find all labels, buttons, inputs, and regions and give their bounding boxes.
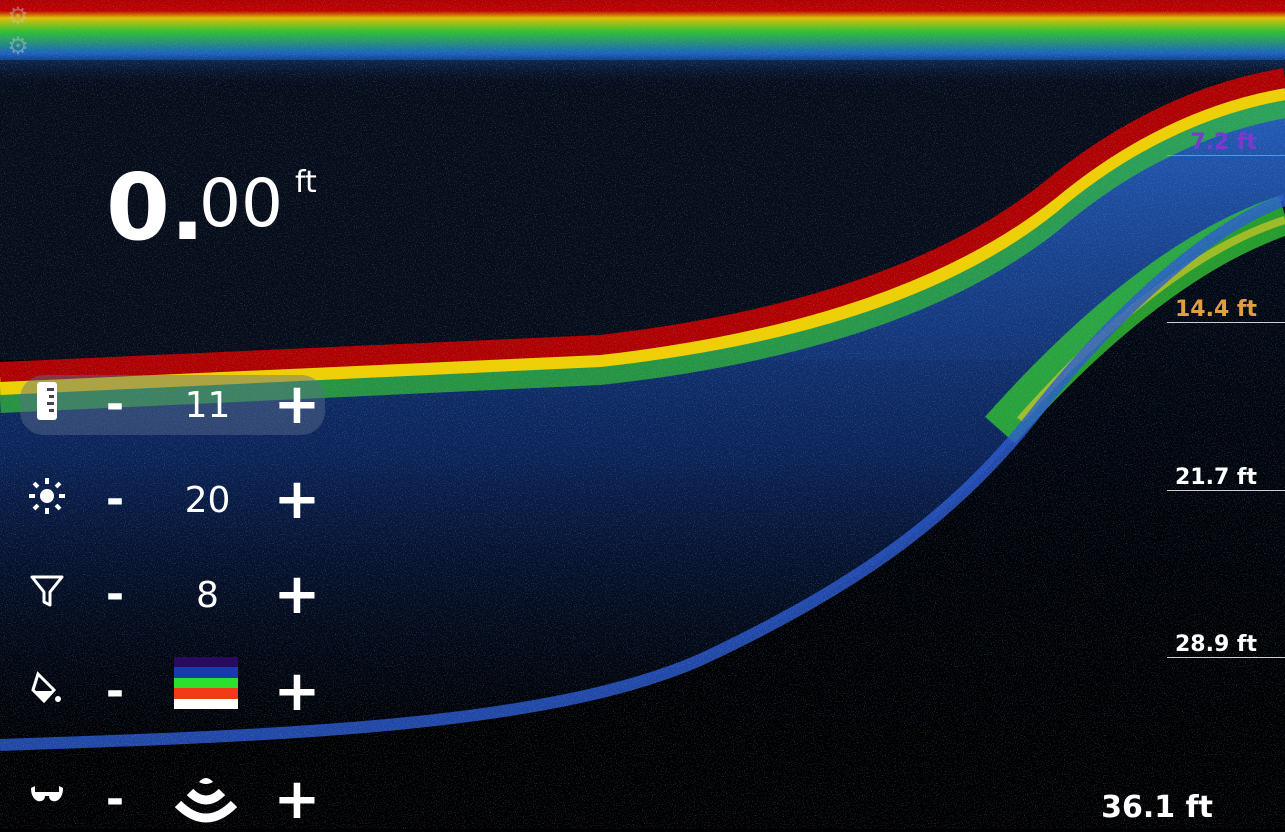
palette-band	[174, 657, 238, 668]
palette-increase-button[interactable]: +	[273, 659, 321, 724]
depth-scale-label: 21.7 ft	[1167, 465, 1285, 491]
settings-gear-icon[interactable]: ⚙	[7, 32, 29, 60]
depth-scale-label: 14.4 ft	[1167, 297, 1285, 323]
gain-control: - 20 +	[20, 470, 325, 530]
noise-filter-control: - 8 +	[20, 565, 325, 625]
view-increase-button[interactable]: +	[273, 767, 321, 832]
palette-decrease-button[interactable]: -	[105, 666, 125, 717]
range-decrease-button[interactable]: -	[105, 379, 125, 430]
gain-value: 20	[184, 479, 231, 521]
ruler-icon	[20, 381, 74, 429]
filter-value: 8	[196, 574, 219, 616]
depth-readout: 0. 00 ft	[106, 158, 317, 258]
gain-increase-button[interactable]: +	[273, 467, 321, 532]
sonar-waves-icon	[172, 774, 240, 830]
gain-decrease-button[interactable]: -	[105, 474, 125, 525]
depth-unit: ft	[294, 165, 317, 200]
depth-scale-label: 28.9 ft	[1167, 632, 1285, 658]
depth-scale-max-label: 36.1 ft	[1101, 790, 1213, 825]
palette-band	[174, 698, 238, 710]
depth-scale-label: 7.2 ft	[1167, 130, 1285, 156]
range-increase-button[interactable]: +	[273, 372, 321, 437]
palette-band	[174, 667, 238, 678]
filter-increase-button[interactable]: +	[273, 562, 321, 627]
color-palette-control: - +	[20, 657, 325, 724]
color-palette-swatch	[174, 657, 238, 710]
settings-gear-icon[interactable]: ⚙	[7, 2, 29, 30]
glasses-icon	[20, 782, 74, 818]
depth-decimal: 00	[198, 165, 283, 242]
palette-band	[174, 688, 238, 699]
range-value: 11	[184, 384, 231, 426]
brightness-icon	[20, 476, 74, 524]
paint-bucket-icon	[20, 671, 74, 713]
range-control: - 11 +	[20, 375, 325, 435]
view-decrease-button[interactable]: -	[105, 774, 125, 825]
palette-band	[174, 677, 238, 689]
view-mode-control: - +	[20, 770, 325, 830]
filter-icon	[20, 574, 74, 616]
filter-decrease-button[interactable]: -	[105, 569, 125, 620]
depth-integer: 0.	[106, 154, 205, 261]
